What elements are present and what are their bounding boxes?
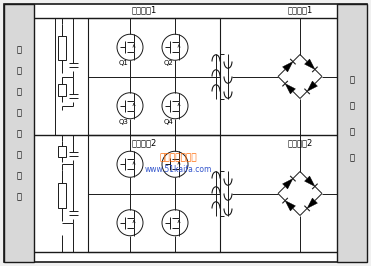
Text: 出: 出 [349,153,355,163]
Bar [58,84,66,96]
Circle shape [117,93,143,119]
Polygon shape [307,81,318,92]
Polygon shape [307,198,318,208]
Polygon shape [305,176,315,186]
Text: 整流电路2: 整流电路2 [288,139,313,148]
Circle shape [162,93,188,119]
Circle shape [162,151,188,177]
Text: 电: 电 [16,172,22,181]
Polygon shape [285,84,295,94]
Circle shape [162,34,188,60]
Text: 三: 三 [16,45,22,55]
Text: Q3: Q3 [119,119,129,125]
Bar [58,146,66,157]
Circle shape [162,210,188,236]
Text: Q1: Q1 [119,60,129,66]
Text: 无忧电子开发板: 无忧电子开发板 [159,153,197,163]
Text: www.51kaifa.com: www.51kaifa.com [144,165,212,174]
Circle shape [117,34,143,60]
Bar [58,36,66,60]
Text: 流: 流 [16,151,22,160]
Text: 整流电路1: 整流电路1 [288,6,313,15]
Bar [4,4,34,262]
Text: 全桥变换2: 全桥变换2 [131,139,157,148]
Polygon shape [283,178,293,189]
Bar [337,4,367,262]
Text: 入: 入 [16,109,22,118]
Circle shape [117,210,143,236]
Text: 输: 输 [349,127,355,136]
Polygon shape [283,62,293,72]
Text: Q2: Q2 [164,60,174,66]
Bar [58,183,66,208]
Polygon shape [285,201,295,211]
Polygon shape [305,59,315,69]
Text: 流: 流 [349,102,355,110]
Bar [88,18,220,135]
Text: 输: 输 [16,88,22,97]
Text: 相: 相 [16,66,22,76]
Text: 路: 路 [16,193,22,202]
Circle shape [117,151,143,177]
Text: 全桥变换1: 全桥变换1 [131,6,157,15]
Bar [88,135,220,252]
Text: 直: 直 [349,76,355,85]
Text: 整: 整 [16,130,22,139]
Text: Q4: Q4 [164,119,174,125]
